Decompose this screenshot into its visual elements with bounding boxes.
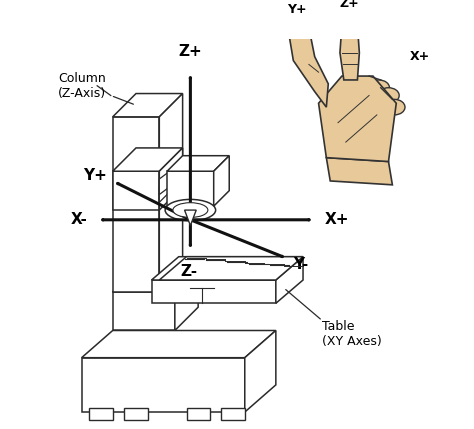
Polygon shape bbox=[159, 94, 182, 292]
Text: Column
(Z-Axis): Column (Z-Axis) bbox=[58, 72, 107, 100]
Polygon shape bbox=[159, 148, 182, 210]
Text: Y+: Y+ bbox=[287, 3, 307, 16]
Polygon shape bbox=[340, 22, 359, 80]
Polygon shape bbox=[159, 156, 191, 194]
Polygon shape bbox=[113, 269, 198, 292]
Polygon shape bbox=[113, 292, 175, 330]
Polygon shape bbox=[113, 94, 182, 117]
Polygon shape bbox=[245, 330, 276, 412]
Polygon shape bbox=[186, 408, 210, 420]
Ellipse shape bbox=[368, 80, 390, 96]
Text: Z-: Z- bbox=[180, 264, 197, 279]
Polygon shape bbox=[113, 117, 159, 292]
Text: Y-: Y- bbox=[293, 257, 309, 272]
Polygon shape bbox=[159, 257, 303, 280]
Polygon shape bbox=[214, 156, 229, 206]
Text: Y+: Y+ bbox=[83, 168, 107, 183]
Polygon shape bbox=[184, 210, 196, 226]
Text: Z+: Z+ bbox=[340, 0, 359, 10]
Polygon shape bbox=[276, 257, 303, 303]
Text: X+: X+ bbox=[410, 50, 430, 63]
Polygon shape bbox=[167, 171, 214, 206]
Polygon shape bbox=[124, 408, 148, 420]
Ellipse shape bbox=[173, 202, 208, 218]
Polygon shape bbox=[152, 257, 303, 280]
Text: X-: X- bbox=[71, 212, 87, 227]
Polygon shape bbox=[290, 30, 328, 107]
Text: X+: X+ bbox=[324, 212, 349, 227]
Polygon shape bbox=[82, 358, 245, 412]
Polygon shape bbox=[152, 280, 276, 303]
Polygon shape bbox=[221, 408, 245, 420]
Polygon shape bbox=[319, 76, 396, 162]
Ellipse shape bbox=[378, 88, 399, 103]
Polygon shape bbox=[82, 330, 276, 358]
Polygon shape bbox=[326, 157, 392, 185]
Text: Table
(XY Axes): Table (XY Axes) bbox=[322, 320, 382, 348]
Text: Z+: Z+ bbox=[179, 44, 202, 59]
Polygon shape bbox=[167, 156, 229, 171]
Polygon shape bbox=[113, 171, 159, 210]
Polygon shape bbox=[90, 408, 113, 420]
Ellipse shape bbox=[165, 199, 216, 221]
Polygon shape bbox=[175, 269, 198, 330]
Polygon shape bbox=[113, 148, 182, 171]
Ellipse shape bbox=[383, 100, 405, 115]
Polygon shape bbox=[159, 163, 182, 202]
